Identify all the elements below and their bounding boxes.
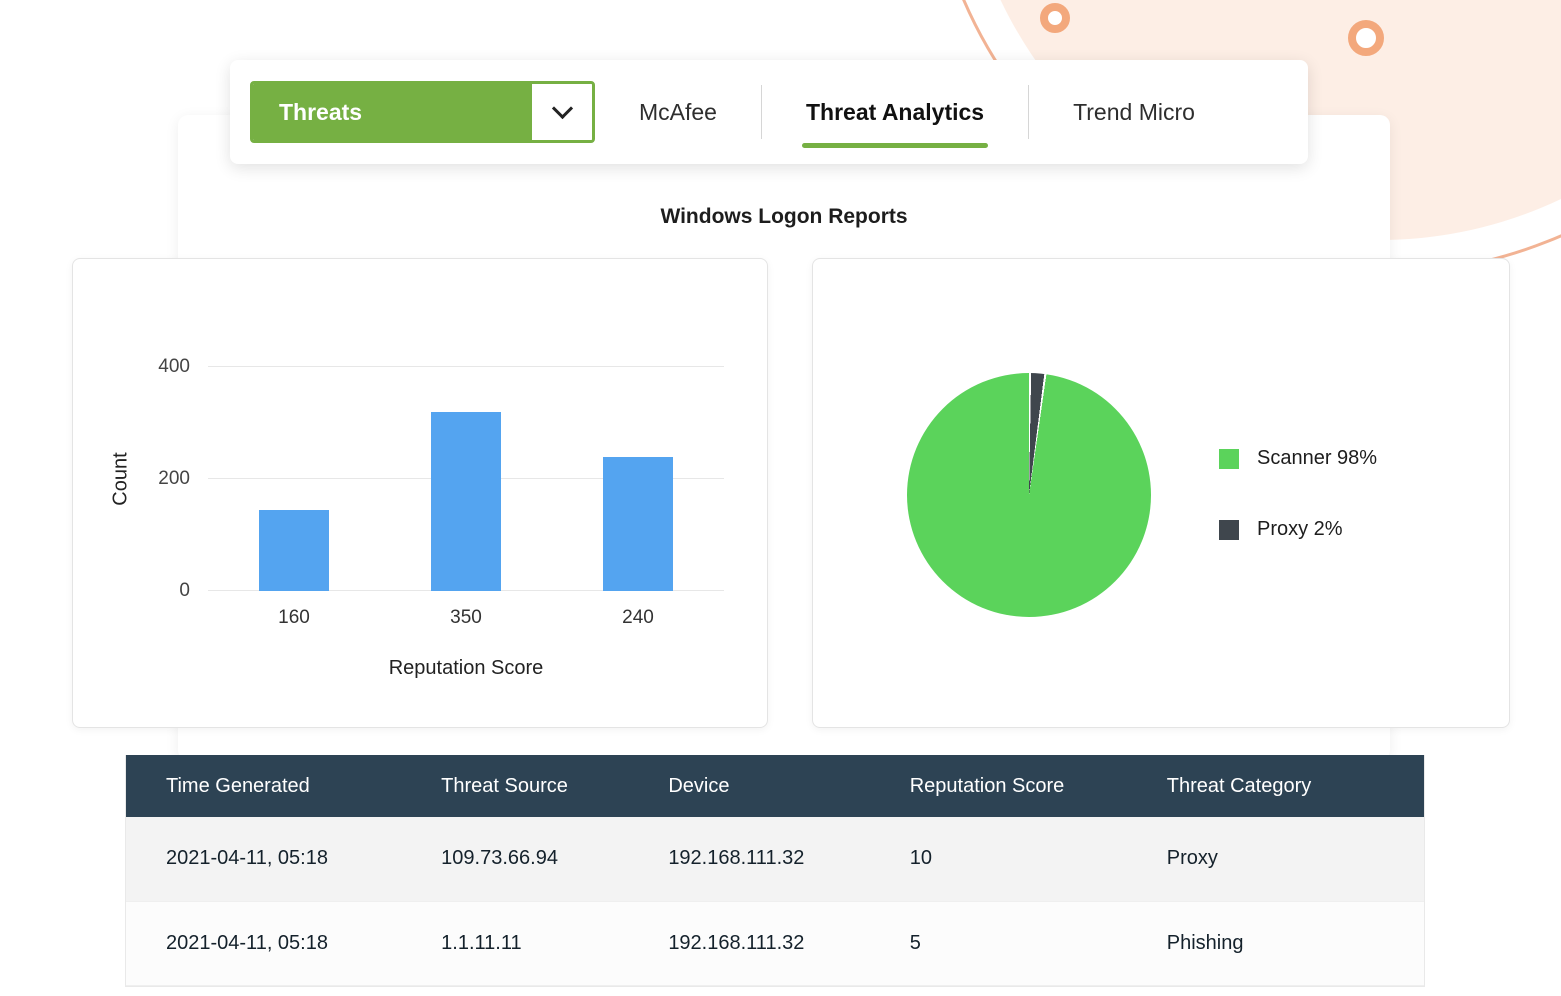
legend-label: Proxy 2% — [1257, 518, 1343, 540]
bar-slot: 350 — [380, 367, 552, 628]
pie-chart-card: Scanner 98% Proxy 2% — [812, 258, 1510, 728]
page-title: Windows Logon Reports — [660, 205, 908, 228]
table-cell: 5 — [909, 931, 921, 954]
bar-chart-card: Count 0 200 400 160 350 240 Reputation Score — [72, 258, 768, 728]
table-cell: 192.168.111.32 — [668, 847, 805, 870]
pie-legend: Scanner 98% Proxy 2% — [1219, 447, 1377, 541]
table-header: Time Generated Threat Source Device Reputat… — [126, 755, 1424, 817]
table-cell: 10 — [909, 847, 932, 870]
tab-trend-micro[interactable]: Trend Micro — [1073, 98, 1195, 125]
bar-slot: 240 — [552, 367, 724, 628]
table-row: 2021-04-11, 05:18 109.73.66.94 192.168.111… — [126, 817, 1424, 901]
x-axis-category: 350 — [450, 607, 482, 628]
threats-dropdown[interactable]: Threats — [250, 81, 595, 143]
x-axis-category: 160 — [278, 607, 310, 628]
table-cell: 2021-04-11, 05:18 — [166, 847, 328, 870]
header-cell: Threat Category — [1126, 755, 1424, 817]
header-cell: Time Generated — [126, 755, 402, 817]
threats-dropdown-label: Threats — [253, 84, 532, 140]
table-cell: Proxy — [1166, 847, 1218, 870]
table-cell: Phishing — [1166, 931, 1244, 954]
table-cell: 1.1.11.11 — [441, 931, 522, 954]
tab-divider — [1028, 85, 1030, 139]
legend-item-scanner: Scanner 98% — [1219, 447, 1377, 470]
tab-divider — [760, 85, 762, 139]
bar-240 — [603, 456, 673, 591]
header-cell: Threat Source — [401, 755, 629, 817]
chevron-down-icon[interactable] — [532, 84, 592, 140]
table-row: 2021-04-11, 05:18 1.1.11.11 192.168.111.32… — [126, 901, 1424, 985]
bar-160 — [259, 509, 329, 591]
legend-item-proxy: Proxy 2% — [1219, 518, 1377, 541]
tab-bar: Threats McAfee Threat Analytics Trend Mi… — [230, 60, 1308, 164]
table-cell: 2021-04-11, 05:18 — [166, 931, 328, 954]
bar-plot-area: 0 200 400 160 350 240 — [158, 356, 724, 628]
threats-table: Time Generated Threat Source Device Reputat… — [125, 755, 1425, 987]
bar-slot: 160 — [208, 367, 380, 628]
decorative-ring-icon — [1348, 20, 1384, 56]
header-cell: Device — [628, 755, 870, 817]
table-body: 2021-04-11, 05:18 109.73.66.94 192.168.111… — [126, 817, 1424, 985]
table-cell: 192.168.111.32 — [668, 931, 805, 954]
tab-threat-analytics[interactable]: Threat Analytics — [762, 60, 1028, 164]
decorative-ring-icon — [1040, 3, 1070, 33]
y-axis-label: Count — [109, 452, 132, 506]
x-axis-label: Reputation Score — [388, 657, 544, 679]
bar-350 — [431, 411, 501, 591]
legend-swatch — [1219, 519, 1239, 540]
header-cell: Reputation Score — [869, 755, 1127, 817]
y-axis-tick: 0 — [179, 580, 190, 601]
x-axis-category: 240 — [622, 607, 654, 628]
legend-swatch — [1219, 448, 1239, 469]
y-axis-tick: 400 — [158, 356, 190, 377]
table-header-row: Time Generated Threat Source Device Reputat… — [126, 755, 1424, 817]
tab-mcafee[interactable]: McAfee — [639, 98, 717, 125]
pie-chart — [907, 373, 1151, 617]
gridline — [208, 366, 724, 367]
legend-label: Scanner 98% — [1257, 447, 1378, 469]
y-axis-tick: 200 — [158, 468, 190, 489]
table-cell: 109.73.66.94 — [441, 847, 558, 870]
